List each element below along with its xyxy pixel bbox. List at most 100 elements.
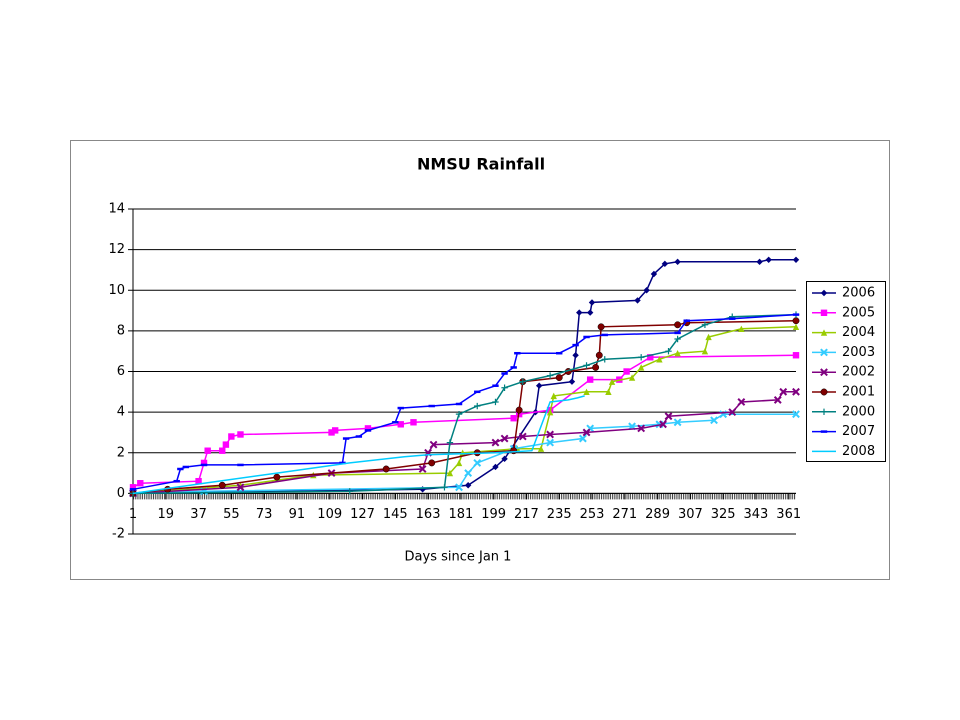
marker [701, 321, 709, 328]
series-line [132, 319, 797, 495]
marker [637, 354, 645, 361]
marker [650, 270, 658, 278]
marker [418, 465, 427, 473]
marker [705, 333, 712, 341]
legend-label: 2003 [842, 345, 875, 360]
legend-label: 2000 [842, 404, 875, 419]
marker [665, 347, 672, 355]
x-tick-label: 37 [190, 507, 207, 522]
marker [820, 329, 828, 336]
legend-label: 2008 [842, 444, 875, 459]
y-tick-label: 0 [117, 486, 125, 501]
marker [455, 483, 463, 492]
marker [586, 376, 594, 383]
x-tick-label: 325 [711, 507, 736, 522]
x-tick-label: 271 [612, 507, 637, 522]
marker [583, 388, 590, 396]
marker [441, 484, 448, 491]
marker [546, 438, 555, 447]
marker [647, 354, 654, 361]
legend-label: 2006 [842, 286, 875, 301]
marker [737, 398, 746, 406]
x-tick-label: 181 [448, 507, 473, 522]
marker [592, 363, 600, 371]
marker [595, 351, 603, 359]
marker [792, 317, 800, 325]
marker [628, 374, 636, 381]
marker [659, 420, 667, 429]
marker [555, 374, 563, 382]
marker [455, 410, 463, 418]
marker [578, 434, 587, 443]
marker [237, 431, 244, 438]
y-tick-label: 4 [117, 405, 125, 420]
legend-label: 2002 [842, 365, 875, 380]
marker [582, 428, 591, 437]
marker [756, 258, 763, 266]
x-tick-label: 199 [481, 507, 506, 522]
marker [586, 309, 594, 316]
marker [661, 260, 669, 268]
x-axis-title: Days since Jan 1 [405, 550, 512, 565]
x-tick-label: 1 [129, 507, 137, 522]
marker [382, 465, 390, 473]
marker [219, 447, 226, 454]
marker [501, 384, 508, 391]
marker [674, 258, 681, 266]
x-tick-label: 55 [223, 507, 240, 522]
marker [204, 447, 211, 454]
marker [728, 408, 737, 417]
marker [779, 387, 788, 396]
x-tick-label: 343 [744, 507, 769, 522]
x-tick-label: 253 [580, 507, 605, 522]
marker [328, 429, 335, 436]
marker [518, 432, 527, 441]
marker [195, 477, 202, 485]
marker [222, 441, 230, 448]
x-tick-label: 361 [776, 507, 801, 522]
marker [236, 483, 245, 492]
marker [455, 459, 463, 467]
marker [637, 424, 646, 433]
x-axis-minor-ticks [133, 493, 796, 500]
marker [701, 347, 709, 355]
x-tick-label: 289 [645, 507, 670, 522]
marker [428, 459, 436, 467]
marker [674, 350, 681, 357]
marker [637, 364, 645, 371]
x-tick-label: 91 [289, 507, 306, 522]
marker [792, 410, 800, 419]
marker [410, 419, 417, 426]
marker [331, 427, 339, 434]
legend-label: 2005 [842, 305, 875, 320]
marker [346, 488, 353, 495]
marker [492, 398, 499, 406]
y-tick-label: 2 [117, 445, 125, 460]
marker [446, 469, 454, 477]
marker [535, 382, 543, 389]
marker [492, 463, 499, 471]
marker [583, 362, 590, 369]
chart-frame [70, 140, 890, 580]
marker [397, 421, 404, 428]
y-tick-label: 14 [108, 202, 125, 217]
legend-label: 2007 [842, 424, 875, 439]
marker [792, 256, 800, 263]
marker [674, 321, 682, 329]
marker [228, 433, 235, 440]
marker [820, 309, 828, 316]
marker [792, 323, 800, 331]
marker [673, 418, 682, 427]
marker [765, 256, 772, 263]
series-line [132, 313, 797, 495]
y-tick-label: 6 [117, 364, 125, 379]
marker [446, 439, 454, 446]
marker [519, 378, 526, 385]
legend-label: 2001 [842, 385, 875, 400]
marker [500, 434, 509, 443]
marker [820, 388, 828, 396]
marker [501, 455, 508, 463]
marker [601, 356, 608, 363]
marker [546, 430, 555, 439]
series-line [132, 395, 585, 495]
